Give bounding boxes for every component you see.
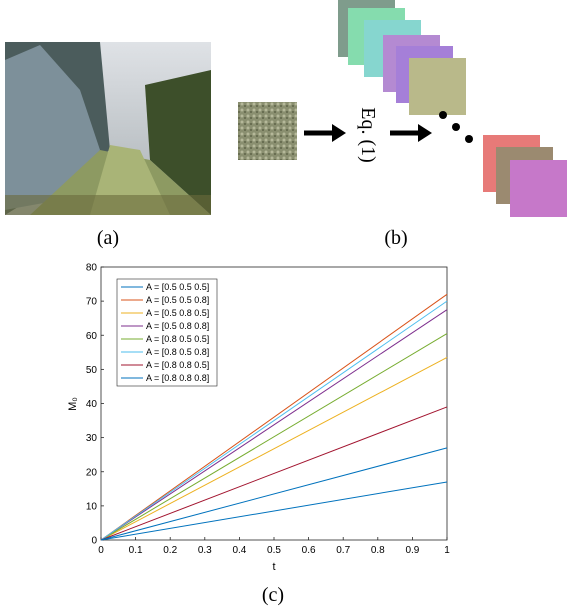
x-axis-label: t <box>272 561 275 573</box>
y-tick-label: 60 <box>86 331 98 342</box>
y-tick-label: 30 <box>86 433 98 444</box>
y-tick-label: 0 <box>91 536 97 547</box>
legend-label: A = [0.5 0.5 0.5] <box>146 282 209 292</box>
y-tick-label: 10 <box>86 501 98 512</box>
legend-label: A = [0.8 0.8 0.5] <box>146 360 209 370</box>
series-line <box>100 309 448 541</box>
x-tick-label: 0.9 <box>405 545 419 556</box>
x-tick-label: 0 <box>98 545 104 556</box>
x-tick-label: 0.1 <box>129 545 143 556</box>
series-line <box>100 293 448 541</box>
legend-label: A = [0.5 0.8 0.5] <box>146 308 209 318</box>
chart: t M₀ 0 10 20 30 40 50 60 70 80 0 0.1 0.2 0.3 0.4 0.5 0.… <box>67 263 450 574</box>
x-tick-label: 1 <box>444 545 450 556</box>
equation-label: Eq. (1) <box>357 107 379 163</box>
x-tick-label: 0.3 <box>198 545 212 556</box>
series-line <box>100 356 448 541</box>
legend-label: A = [0.5 0.5 0.8] <box>146 295 209 305</box>
y-tick-label: 50 <box>86 365 98 376</box>
y-tick-label: 20 <box>86 467 98 478</box>
legend <box>116 278 218 387</box>
x-tick-label: 0.5 <box>267 545 281 556</box>
series-line <box>100 300 448 541</box>
x-tick-label: 0.7 <box>336 545 350 556</box>
caption: (a) <box>97 227 119 249</box>
legend-label: A = [0.8 0.5 0.8] <box>146 347 209 357</box>
y-tick-label: 70 <box>86 297 98 308</box>
x-tick-label: 0.2 <box>163 545 177 556</box>
legend-label: A = [0.5 0.8 0.8] <box>146 321 209 331</box>
series-line <box>100 333 448 541</box>
series-line <box>100 481 448 541</box>
y-axis-label: M₀ <box>67 397 79 411</box>
x-tick-label: 0.6 <box>302 545 316 556</box>
legend-label: A = [0.8 0.5 0.5] <box>146 334 209 344</box>
photo <box>5 42 211 215</box>
legend-label: A = [0.8 0.8 0.8] <box>146 373 209 383</box>
series-line <box>100 447 448 541</box>
diagram <box>238 0 567 217</box>
y-tick-label: 40 <box>86 399 98 410</box>
caption: (c) <box>262 584 284 606</box>
x-tick-label: 0.4 <box>232 545 246 556</box>
x-tick-label: 0.8 <box>371 545 385 556</box>
y-tick-label: 80 <box>86 263 98 274</box>
caption: (b) <box>384 227 407 249</box>
series-line <box>100 406 448 541</box>
